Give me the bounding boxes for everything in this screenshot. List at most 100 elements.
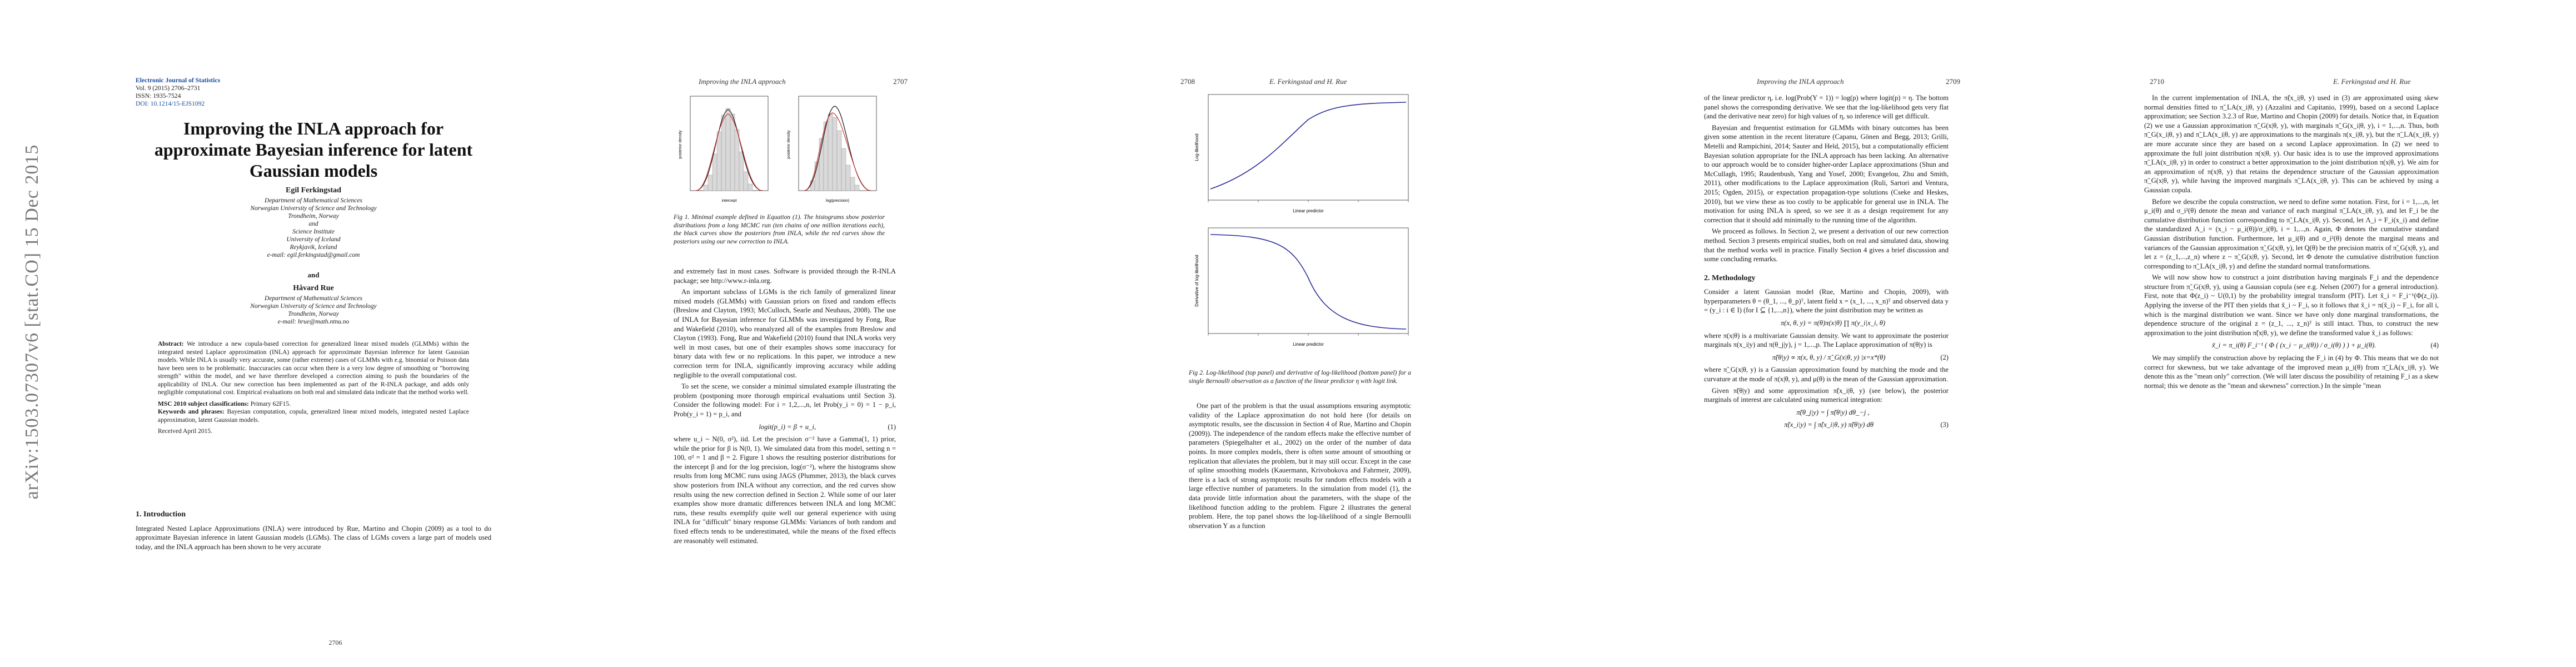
fig2-bottom-ylabel: Derivative of log-likelihood — [1194, 255, 1199, 306]
and-separator: and — [307, 271, 320, 279]
fig2-top-xlabel: Linear predictor — [1293, 208, 1324, 213]
paragraph: We may simplify the construction above b… — [2144, 354, 2439, 390]
fig2-top-ylabel: Log-likelihood — [1194, 133, 1199, 161]
intro-paragraph: Integrated Nested Laplace Approximations… — [136, 524, 491, 551]
figure-2: Linear predictor Log-likelihood Linear p… — [1194, 94, 1409, 347]
keywords-text: Bayesian computation, copula, generalize… — [158, 409, 469, 424]
paragraph: where π(x|θ) is a multivariate Gaussian … — [1704, 331, 1949, 349]
equation-body: logit(p_i) = β + u_i, — [759, 422, 816, 431]
equation-body: π̃(θ_j|y) = ∫ π̃(θ|y) dθ_−j , — [1796, 408, 1870, 416]
page-number: 2707 — [893, 77, 908, 86]
equation-number: (1) — [888, 422, 896, 431]
affiliation-line: Department of Mathematical Sciences — [265, 197, 362, 204]
journal-doi[interactable]: DOI: 10.1214/15-EJS1092 — [136, 100, 205, 107]
page-4: Improving the INLA approach 2709 of the … — [1546, 0, 2061, 667]
equation-body: x̃_i = π_i(θ) F_i⁻¹ ( Φ ( (x_i − μ_i(θ))… — [2211, 341, 2376, 350]
paragraph: We will now show how to construct a join… — [2144, 273, 2439, 337]
journal-volume: Vol. 9 (2015) 2706–2731 — [136, 84, 201, 92]
email[interactable]: e-mail: hrue@math.ntnu.no — [277, 318, 350, 325]
running-head: E. Ferkingstad and H. Rue — [2333, 77, 2411, 86]
page-number: 2708 — [1180, 77, 1195, 86]
page3-text: One part of the problem is that the usua… — [1189, 401, 1411, 532]
email[interactable]: e-mail: egil.ferkingstad@gmail.com — [267, 252, 360, 258]
running-head: Improving the INLA approach — [699, 77, 786, 86]
paragraph: To set the scene, we consider a minimal … — [674, 382, 896, 418]
abstract-label: Abstract: — [158, 341, 184, 347]
fig1-xlabel: intercept — [722, 199, 737, 203]
running-head: Improving the INLA approach — [1757, 77, 1844, 86]
affiliation-line: Science Institute — [292, 228, 335, 235]
fig1-right-panel: log(precision) posterior density — [787, 96, 877, 203]
paragraph: Before we describe the copula constructi… — [2144, 197, 2439, 270]
section-heading: 2. Methodology — [1704, 273, 1756, 282]
affiliation-line: and — [308, 221, 318, 227]
fig1-caption-block: Fig 1. Minimal example defined in Equati… — [674, 213, 885, 246]
journal-issn: ISSN: 1935-7524 — [136, 92, 181, 99]
page-number: 2710 — [2150, 77, 2164, 86]
fig1-caption: Fig 1. Minimal example defined in Equati… — [674, 214, 885, 245]
affiliation-line: Department of Mathematical Sciences — [265, 295, 362, 302]
author-name: Egil Ferkingstad — [286, 186, 341, 195]
paragraph: where π̃_G(x|θ, y) is a Gaussian approxi… — [1704, 366, 1949, 384]
paragraph: and extremely fast in most cases. Softwa… — [674, 267, 896, 285]
page-number: 2709 — [1946, 77, 1960, 86]
msc-label: MSC 2010 subject classifications: — [158, 400, 249, 407]
equation-body: π̃(x_i|y) = ∫ π̃(x_i|θ, y) π̃(θ|y) dθ — [1784, 421, 1874, 429]
keywords-label: Keywords and phrases: — [158, 409, 225, 415]
author-block-2: Håvard Rue Department of Mathematical Sc… — [136, 285, 491, 326]
paragraph: One part of the problem is that the usua… — [1189, 402, 1411, 530]
equation-number: (4) — [2430, 341, 2439, 350]
page-2: Improving the INLA approach 2707 interc — [515, 0, 1030, 667]
msc-text: Primary 62F15. — [250, 400, 291, 407]
fig2-bottom-xlabel: Linear predictor — [1293, 342, 1324, 347]
affiliation-line: University of Iceland — [286, 236, 341, 243]
equation-body: π(x, θ, y) = π(θ)π(x|θ) ∏ π(y_i|x_i, θ) — [1780, 319, 1886, 327]
paragraph: of the linear predictor η, i.e. log(Prob… — [1704, 94, 1949, 121]
page-1: Electronic Journal of Statistics Vol. 9 … — [0, 0, 515, 667]
abstract: Abstract: We introduce a new copula-base… — [158, 340, 469, 436]
equation-4: x̃_i = π_i(θ) F_i⁻¹ ( Φ ( (x_i − μ_i(θ))… — [2158, 341, 2439, 350]
journal-name[interactable]: Electronic Journal of Statistics — [136, 77, 221, 84]
fig1-xlabel: log(precision) — [826, 199, 849, 203]
paragraph: In the current implementation of INLA, t… — [2144, 94, 2439, 194]
page-3: 2708 E. Ferkingstad and H. Rue Linear pr… — [1030, 0, 1546, 667]
equation-1: logit(p_i) = β + u_i, (1) — [687, 422, 896, 432]
equation-2: π̃(θ|y) ∝ π(x, θ, y) / π̃_G(x|θ, y) |x=x… — [1717, 353, 1949, 362]
paragraph: where u_i ~ N(0, σ²), iid. Let the preci… — [674, 435, 896, 545]
page5-text: In the current implementation of INLA, t… — [2144, 93, 2439, 392]
equation-3a: π̃(θ_j|y) = ∫ π̃(θ|y) dθ_−j , — [1717, 408, 1949, 417]
introduction: 1. Introduction Integrated Nested Laplac… — [136, 500, 491, 551]
author-name: Håvard Rue — [293, 284, 334, 292]
paragraph: An important subclass of LGMs is the ric… — [674, 288, 896, 379]
affiliation-line: Trondheim, Norway — [288, 213, 339, 220]
equation-number: (2) — [1940, 353, 1949, 361]
page2-text: and extremely fast in most cases. Softwa… — [674, 267, 896, 547]
fig1-left-panel: intercept posterior density — [679, 96, 769, 203]
fig1-ylabel: posterior density — [679, 130, 682, 159]
affiliation-line: Trondheim, Norway — [288, 311, 339, 317]
paragraph: Bayesian and frequentist estimation for … — [1704, 123, 1949, 224]
paragraph: We proceed as follows. In Section 2, we … — [1704, 227, 1949, 263]
figure-1: intercept posterior density log(precisio… — [679, 96, 877, 203]
affiliation-line: Norwegian University of Science and Tech… — [250, 303, 377, 310]
equation-number: (3) — [1940, 421, 1949, 429]
abstract-text: We introduce a new copula-based correcti… — [158, 341, 469, 396]
affiliation-line: Reykjavik, Iceland — [290, 244, 337, 251]
fig2-bottom-panel: Linear predictor Derivative of log-likel… — [1194, 227, 1409, 347]
equation-body: π̃(θ|y) ∝ π(x, θ, y) / π̃_G(x|θ, y) |x=x… — [1772, 353, 1886, 361]
section-heading: 1. Introduction — [136, 510, 186, 519]
paragraph: Consider a latent Gaussian model (Rue, M… — [1704, 288, 1949, 315]
author-block-1: Egil Ferkingstad Department of Mathemati… — [136, 187, 491, 259]
paragraph: Given π̃(θ|y) and some approximation π̃(… — [1704, 386, 1949, 404]
journal-info: Electronic Journal of Statistics Vol. 9 … — [136, 77, 220, 108]
fig2-caption: Fig 2. Log-likelihood (top panel) and de… — [1189, 370, 1411, 385]
affiliation-line: Norwegian University of Science and Tech… — [250, 205, 377, 212]
fig1-ylabel: posterior density — [787, 130, 791, 159]
page-5: 2710 E. Ferkingstad and H. Rue In the cu… — [2061, 0, 2576, 667]
equation-3b: π̃(x_i|y) = ∫ π̃(x_i|θ, y) π̃(θ|y) dθ (3… — [1717, 420, 1949, 430]
running-head: E. Ferkingstad and H. Rue — [1269, 77, 1347, 86]
paper-title: Improving the INLA approach for approxim… — [154, 118, 473, 181]
page-number: 2706 — [328, 639, 342, 646]
equation-joint: π(x, θ, y) = π(θ)π(x|θ) ∏ π(y_i|x_i, θ) — [1717, 318, 1949, 328]
fig2-top-panel: Linear predictor Log-likelihood — [1194, 94, 1409, 213]
